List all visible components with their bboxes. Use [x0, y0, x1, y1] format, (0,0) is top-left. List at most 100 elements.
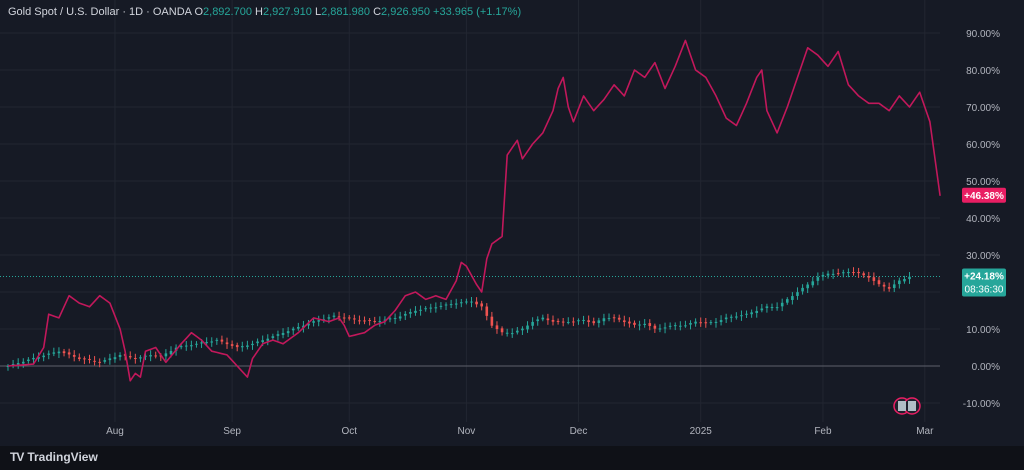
candle-body: [490, 316, 494, 326]
candle-body: [169, 350, 173, 355]
candle-body: [52, 352, 56, 354]
symbol-legend[interactable]: Gold Spot / U.S. Dollar · 1D · OANDA O 2,…: [8, 6, 521, 18]
candle-body: [638, 324, 641, 326]
candle-body: [32, 357, 35, 360]
symbol-title[interactable]: Gold Spot / U.S. Dollar · 1D · OANDA: [8, 6, 192, 18]
candle-body: [556, 320, 560, 322]
candle-body: [724, 317, 728, 320]
candle-body: [648, 323, 652, 326]
candle-body: [495, 325, 499, 330]
candle-body: [582, 319, 585, 321]
candle-body: [882, 284, 886, 287]
candle-body: [200, 342, 203, 344]
candle-body: [134, 358, 137, 360]
candle-body: [872, 277, 876, 281]
flag-icon: [898, 401, 906, 411]
candle-body: [475, 301, 478, 305]
candle-body: [113, 357, 117, 360]
candle-body: [149, 355, 152, 357]
candle-body: [424, 308, 427, 310]
candle-body: [806, 284, 809, 289]
candle-body: [566, 322, 570, 324]
candle-body: [643, 323, 646, 325]
chart-svg[interactable]: -10.00%0.00%10.00%20.00%30.00%40.00%50.0…: [0, 0, 1024, 446]
x-tick-label: Dec: [570, 426, 588, 437]
candle-body: [235, 345, 239, 348]
candle-body: [21, 361, 25, 364]
candle-body: [714, 321, 718, 323]
candle-body: [816, 277, 820, 281]
candle-body: [572, 321, 575, 323]
low-value: 2,881.980: [321, 6, 371, 18]
candle-body: [898, 280, 901, 285]
candle-body: [791, 296, 794, 300]
candle-body: [118, 355, 122, 357]
x-tick-label: Oct: [341, 426, 357, 437]
candle-body: [78, 357, 81, 360]
candle-body: [785, 299, 789, 303]
comparison-series: [7, 39, 941, 382]
open-label: O: [194, 6, 204, 18]
x-tick-label: Feb: [814, 426, 832, 437]
candle-body: [419, 309, 422, 311]
candle-body: [93, 360, 96, 362]
candle-body: [500, 328, 504, 333]
price-scale[interactable]: -10.00%0.00%10.00%20.00%30.00%40.00%50.0…: [963, 29, 1000, 410]
candle-body: [826, 273, 830, 276]
candle-body: [673, 325, 677, 327]
x-tick-label: 2025: [690, 426, 713, 437]
candle-body: [867, 276, 871, 278]
candle-body: [704, 322, 708, 324]
candle-body: [541, 317, 545, 320]
candle-body: [11, 364, 15, 366]
candle-body: [551, 319, 555, 322]
candle-body: [847, 271, 850, 274]
chart-area[interactable]: -10.00%0.00%10.00%20.00%30.00%40.00%50.0…: [0, 0, 1024, 446]
candle-body: [577, 320, 580, 322]
candle-body: [668, 325, 672, 327]
y-tick-label: 90.00%: [966, 29, 1000, 40]
tradingview-brand[interactable]: TV TradingView: [10, 450, 98, 464]
y-tick-label: 70.00%: [966, 103, 1000, 114]
candle-body: [617, 317, 621, 320]
candle-body: [653, 325, 657, 329]
x-tick-label: Sep: [223, 426, 241, 437]
candle-body: [184, 345, 188, 347]
footer-bar: TV TradingView: [0, 446, 1024, 470]
candle-body: [409, 312, 412, 314]
candle-body: [750, 312, 753, 315]
candle-body: [465, 301, 468, 303]
economic-events[interactable]: [893, 397, 921, 415]
x-tick-label: Nov: [458, 426, 476, 437]
candle-body: [505, 332, 509, 334]
y-tick-label: 60.00%: [966, 140, 1000, 151]
candle-body: [612, 317, 616, 319]
candle-body: [679, 325, 682, 327]
candle-body: [327, 317, 331, 319]
candle-body: [684, 325, 687, 327]
candle-body: [546, 318, 550, 321]
candle-body: [154, 355, 158, 357]
candle-body: [770, 307, 774, 309]
brand-name: TradingView: [27, 450, 98, 464]
candle-body: [83, 358, 86, 360]
candle-body: [276, 334, 280, 336]
zero-line: [0, 275, 940, 367]
candle-body: [261, 340, 264, 343]
candle-body: [592, 321, 596, 324]
candle-body: [623, 320, 626, 323]
candle-body: [373, 321, 377, 323]
candle-body: [470, 301, 473, 303]
candle-body: [719, 320, 723, 323]
candle-body: [383, 319, 387, 321]
tradingview-logo-icon: TV: [10, 450, 24, 464]
candle-body: [6, 366, 10, 367]
candle-body: [597, 320, 601, 324]
candle-body: [144, 355, 147, 357]
compare-last-badge: [962, 187, 1006, 203]
candle-body: [658, 328, 662, 330]
candle-body: [72, 354, 76, 357]
candle-body: [439, 305, 443, 307]
y-tick-label: 40.00%: [966, 214, 1000, 225]
time-scale[interactable]: Aug Sep Oct Nov Dec 2025 Feb Mar: [106, 426, 934, 437]
